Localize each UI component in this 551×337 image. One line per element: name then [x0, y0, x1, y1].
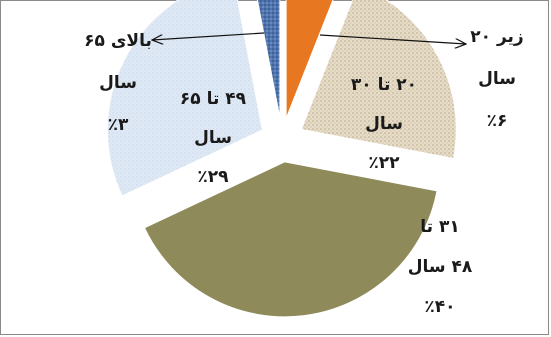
pie-slice-49-65: [106, 0, 263, 197]
pie-slice-under-20: [285, 0, 334, 119]
data-label-20-30-line-3: ٪۲۲: [368, 153, 400, 173]
data-label-over-65-line-2: سال: [99, 73, 137, 93]
data-label-under-20-line-3: ٪۶: [487, 111, 508, 131]
leader-lines: [152, 32, 466, 44]
data-label-under-20-line-2: سال: [478, 69, 516, 89]
leader-arrow-over-65: [152, 32, 265, 40]
data-label-31-48-line-3: ٪۴۰: [424, 297, 455, 317]
data-labels: زیر ۲۰ سال ٪۶ ۲۰ تا ۳۰ سال ٪۲۲ ۳۱ تا ۴۸ سال ٪۴۰ ۴…: [84, 27, 524, 317]
data-label-49-65-line-3: ٪۲۹: [197, 167, 229, 187]
pie-slice-20-30: [300, 0, 457, 160]
data-label-over-65-line-1: بالای ۶۵: [84, 31, 152, 51]
data-label-over-65-line-3: ٪۳: [108, 115, 129, 135]
data-label-20-30-line-2: سال: [365, 114, 403, 134]
data-label-49-65-line-2: سال: [194, 128, 232, 148]
data-label-under-20-line-1: زیر ۲۰: [470, 27, 523, 47]
data-label-20-30-line-1: ۲۰ تا ۳۰: [351, 75, 417, 95]
pie-slice-over-65: [256, 0, 281, 119]
pie-slices: [106, 0, 457, 318]
leader-arrow-under-20: [319, 34, 466, 44]
pie-slice-31-48: [143, 161, 438, 318]
data-label-31-48-line-1: ۳۱ تا: [420, 217, 459, 237]
data-label-31-48-line-2: ۴۸ سال: [408, 257, 473, 277]
data-label-49-65-line-1: ۴۹ تا ۶۵: [180, 89, 247, 109]
